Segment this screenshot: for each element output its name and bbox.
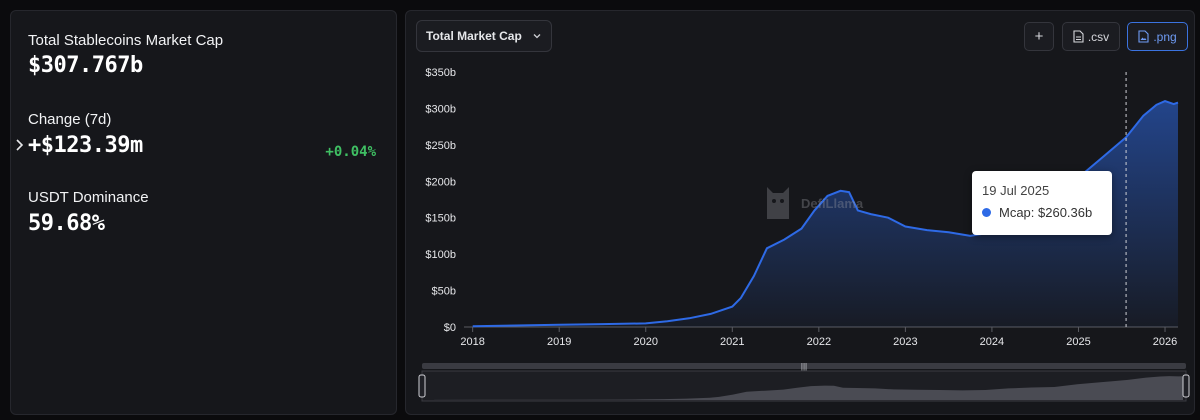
add-button[interactable]: + [1024,22,1054,51]
stats-panel: Total Stablecoins Market Cap $307.767b C… [10,10,397,415]
watermark-text: DefiLlama [801,195,864,211]
y-tick-label: $250b [425,140,456,152]
download-png-button[interactable]: .png [1127,22,1188,51]
slider-grip-icon[interactable]: ||| [801,362,807,371]
y-tick-label: $100b [425,249,456,261]
add-button-label: + [1034,28,1044,45]
x-tick-label: 2025 [1066,336,1090,348]
file-icon [1073,30,1084,43]
series-line [472,100,1179,328]
usdt-dominance-value: 59.68% [28,211,105,236]
x-tick-label: 2019 [547,336,571,348]
chart-tooltip: 19 Jul 2025 Mcap: $260.36b [972,171,1112,235]
chart-panel: Total Market Cap + .csv .png $0 $50b $100b… [405,10,1195,415]
x-tick-label: 2024 [980,336,1004,348]
metric-select[interactable]: Total Market Cap [416,20,552,52]
market-cap-value: $307.767b [28,53,143,78]
y-tick-label: $300b [425,103,456,115]
change-7d-percent: +0.04% [325,144,376,160]
x-tick-label: 2021 [720,336,744,348]
usdt-dominance-label: USDT Dominance [28,189,149,206]
range-slider[interactable]: ||| [418,362,1190,402]
download-png-label: .png [1153,29,1177,44]
y-tick-label: $200b [425,176,456,188]
slider-track[interactable] [422,363,1186,369]
chevron-down-icon [533,34,541,39]
change-7d-value: +$123.39m [28,133,143,158]
tooltip-row: Mcap: $260.36b [982,205,1092,220]
download-csv-button[interactable]: .csv [1062,22,1120,51]
slider-right-handle[interactable] [1182,374,1190,398]
image-file-icon [1138,30,1149,43]
llama-logo-icon [767,187,789,219]
y-tick-label: $150b [425,213,456,225]
series-area [472,101,1178,327]
x-tick-label: 2018 [460,336,484,348]
x-tick-label: 2022 [807,336,831,348]
y-tick-label: $350b [425,67,456,79]
x-tick-label: 2020 [634,336,658,348]
tooltip-date: 19 Jul 2025 [982,183,1050,198]
slider-mini-area [434,376,1183,400]
chevron-right-icon[interactable] [12,137,28,153]
download-csv-label: .csv [1087,29,1110,44]
change-7d-label: Change (7d) [28,111,112,128]
metric-select-label: Total Market Cap [426,29,522,43]
x-tick-label: 2023 [893,336,917,348]
defillama-watermark: DefiLlama [761,183,863,223]
market-cap-label: Total Stablecoins Market Cap [28,32,224,49]
slider-left-handle[interactable] [418,374,426,398]
tooltip-value: Mcap: $260.36b [999,205,1093,220]
y-tick-label: $50b [432,286,456,298]
series-dot-icon [982,208,991,217]
market-cap-chart[interactable]: $0 $50b $100b $150b $200b $250b $300b $350b 201… [406,11,1194,414]
x-tick-label: 2026 [1153,336,1177,348]
y-tick-label: $0 [444,322,456,334]
